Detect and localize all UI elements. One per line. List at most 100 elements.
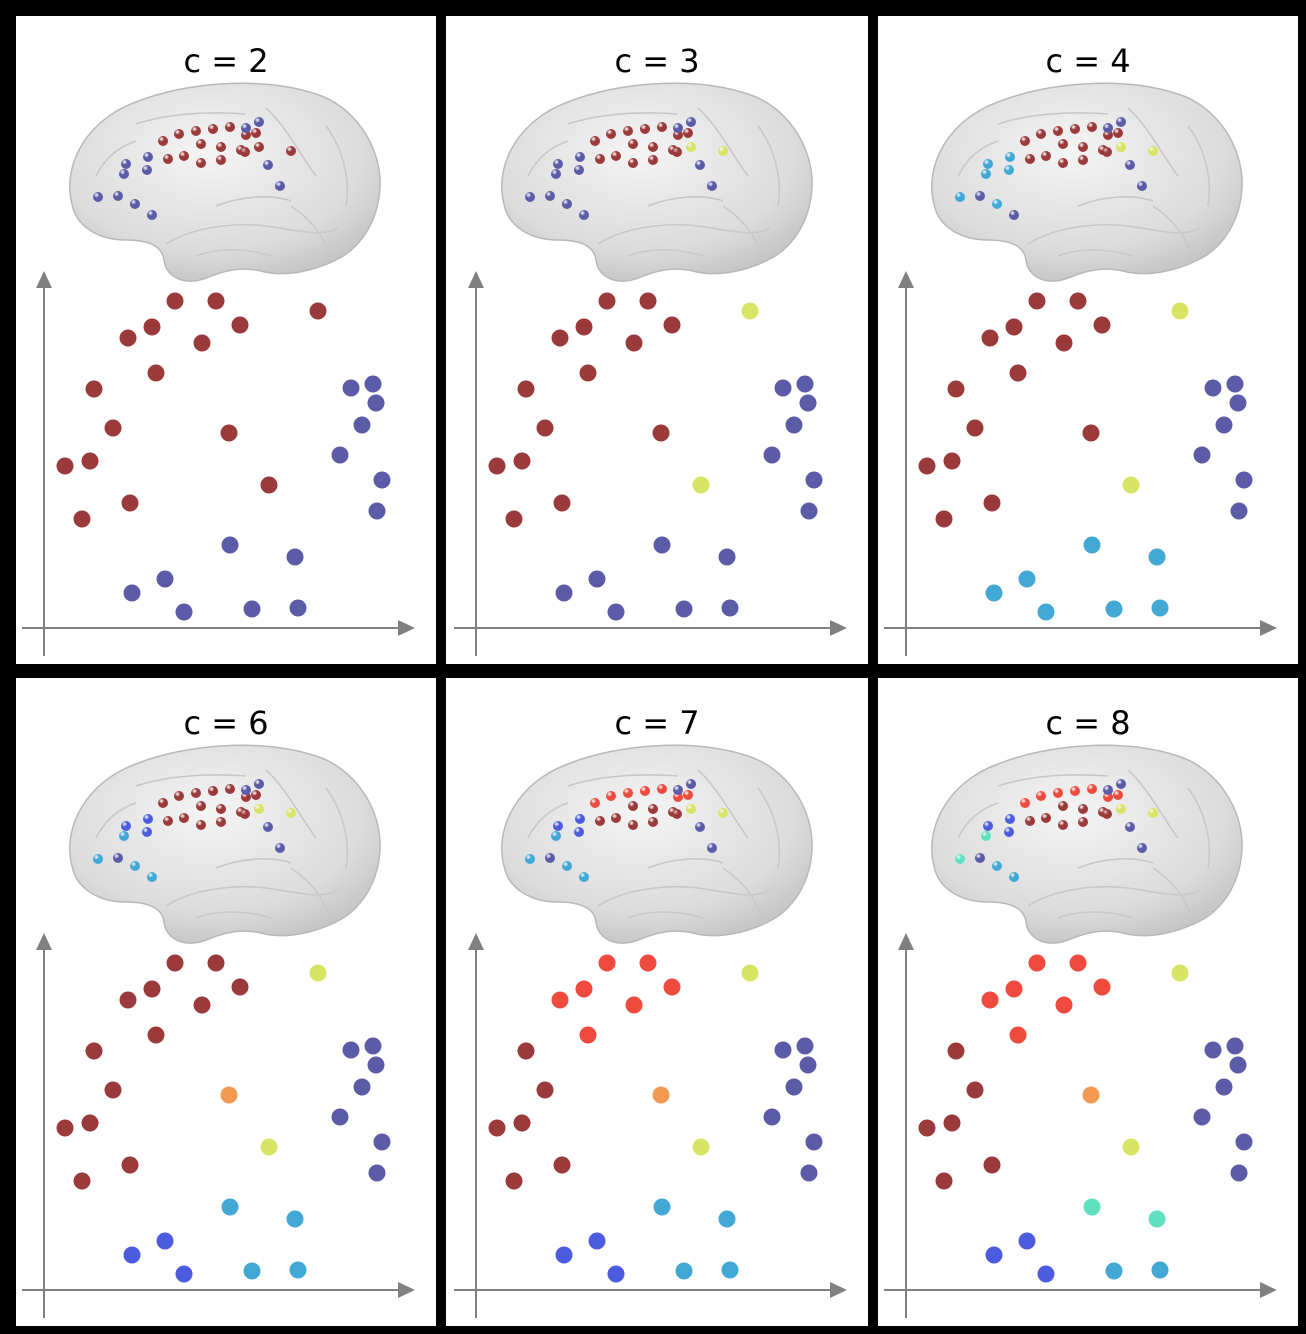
y-axis-arrow bbox=[468, 933, 484, 950]
brain-marker bbox=[623, 126, 633, 136]
brain-marker bbox=[686, 117, 696, 127]
brain-marker bbox=[1103, 785, 1113, 795]
scatter-point bbox=[81, 1114, 99, 1132]
brain-marker bbox=[196, 801, 206, 811]
brain-marker bbox=[545, 853, 555, 863]
brain-marker bbox=[707, 843, 717, 853]
scatter-point bbox=[353, 1078, 371, 1096]
brain-marker bbox=[574, 827, 584, 837]
brain-marker bbox=[525, 854, 535, 864]
scatter-point bbox=[331, 1108, 349, 1126]
scatter-point bbox=[207, 292, 225, 310]
brain-marker bbox=[1009, 872, 1019, 882]
brain-marker bbox=[143, 152, 153, 162]
brain-marker bbox=[718, 808, 728, 818]
brain-fold bbox=[757, 787, 781, 869]
y-axis-arrow bbox=[36, 933, 52, 950]
brain-marker bbox=[130, 199, 140, 209]
brain-marker bbox=[119, 169, 129, 179]
scatter-point bbox=[123, 584, 141, 602]
brain-marker bbox=[545, 191, 555, 201]
brain-fold bbox=[325, 787, 349, 869]
brain-marker bbox=[130, 861, 140, 871]
brain-marker bbox=[1113, 790, 1123, 800]
brain-marker bbox=[595, 154, 605, 164]
scatter-point bbox=[367, 1056, 385, 1074]
brain-illustration bbox=[69, 82, 381, 282]
scatter-point bbox=[1148, 548, 1166, 566]
scatter-point bbox=[721, 599, 739, 617]
brain-marker bbox=[1036, 129, 1046, 139]
brain-marker bbox=[1036, 791, 1046, 801]
brain-marker bbox=[251, 790, 261, 800]
brain-marker bbox=[119, 831, 129, 841]
scatter-point bbox=[653, 536, 671, 554]
scatter-point bbox=[1105, 1262, 1123, 1280]
scatter-point bbox=[1018, 1232, 1036, 1250]
scatter-point bbox=[799, 394, 817, 412]
brain-fold bbox=[1187, 787, 1211, 869]
brain-marker bbox=[216, 817, 226, 827]
panel-title: c = 3 bbox=[614, 42, 700, 80]
brain-marker bbox=[983, 159, 993, 169]
panel-plot bbox=[454, 744, 847, 1318]
brain-marker bbox=[191, 788, 201, 798]
scatter-point bbox=[243, 1262, 261, 1280]
brain-marker bbox=[1116, 779, 1126, 789]
scatter-point bbox=[260, 476, 278, 494]
brain-marker bbox=[1004, 827, 1014, 837]
brain-fold bbox=[627, 911, 704, 919]
scatter-point bbox=[763, 446, 781, 464]
brain-marker bbox=[1009, 210, 1019, 220]
scatter-point bbox=[985, 584, 1003, 602]
brain-marker bbox=[225, 784, 235, 794]
scatter-point bbox=[364, 1037, 382, 1055]
brain-fold bbox=[325, 125, 349, 207]
brain-fold bbox=[290, 867, 329, 914]
brain-marker bbox=[590, 136, 600, 146]
brain-marker bbox=[286, 146, 296, 156]
scatter-point bbox=[1215, 416, 1233, 434]
brain-fold bbox=[135, 774, 247, 787]
brain-marker bbox=[191, 126, 201, 136]
panel-c8: c = 8 bbox=[878, 678, 1298, 1326]
scatter-point bbox=[121, 1156, 139, 1174]
brain-marker bbox=[196, 139, 206, 149]
brain-marker bbox=[1078, 155, 1088, 165]
brain-marker bbox=[1005, 814, 1015, 824]
brain-fold bbox=[647, 858, 724, 869]
brain-marker bbox=[179, 813, 189, 823]
scatter-point bbox=[943, 452, 961, 470]
scatter-point bbox=[692, 476, 710, 494]
scatter-point bbox=[579, 1026, 597, 1044]
brain-fold bbox=[997, 112, 1109, 125]
scatter-point bbox=[373, 1133, 391, 1151]
brain-marker bbox=[174, 791, 184, 801]
brain-marker bbox=[208, 124, 218, 134]
brain-marker bbox=[657, 784, 667, 794]
scatter-point bbox=[536, 1081, 554, 1099]
scatter-point bbox=[85, 1042, 103, 1060]
brain-marker bbox=[628, 158, 638, 168]
brain-marker bbox=[525, 192, 535, 202]
brain-marker bbox=[1116, 117, 1126, 127]
brain-marker bbox=[225, 122, 235, 132]
scatter-point bbox=[663, 316, 681, 334]
brain-marker bbox=[113, 853, 123, 863]
brain-marker bbox=[1137, 843, 1147, 853]
brain-marker bbox=[254, 779, 264, 789]
brain-fold bbox=[527, 140, 569, 177]
brain-marker bbox=[683, 790, 693, 800]
brain-marker bbox=[657, 122, 667, 132]
brain-fold bbox=[1077, 196, 1154, 207]
scatter-point bbox=[675, 600, 693, 618]
brain-marker bbox=[672, 809, 682, 819]
scatter-point bbox=[193, 334, 211, 352]
panel-plot bbox=[884, 744, 1277, 1318]
scatter-point bbox=[555, 1246, 573, 1264]
brain-marker bbox=[163, 816, 173, 826]
scatter-point bbox=[488, 1119, 506, 1137]
scatter-point bbox=[763, 1108, 781, 1126]
scatter-point bbox=[166, 954, 184, 972]
